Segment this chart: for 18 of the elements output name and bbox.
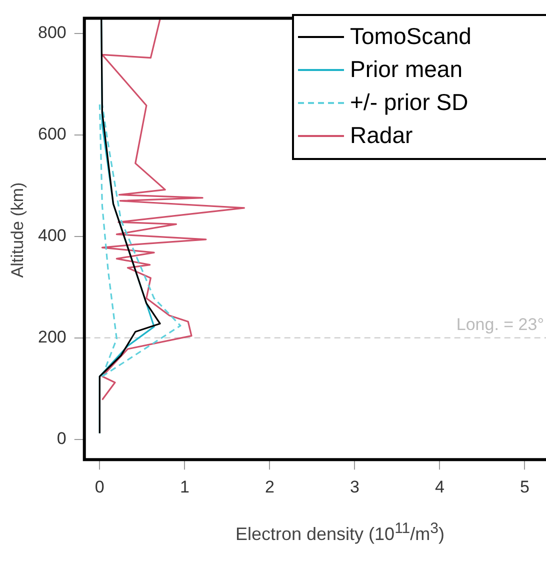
y-tick-label: 600: [38, 124, 66, 144]
y-tick-label: 200: [38, 328, 66, 347]
legend-label: +/- prior SD: [350, 89, 468, 116]
x-tick-label: 3: [350, 477, 360, 496]
y-tick-label: 0: [56, 428, 66, 448]
x-tick-label: 2: [264, 477, 274, 496]
x-tick-label: 0: [94, 477, 104, 496]
legend-label: Prior mean: [350, 56, 462, 83]
y-axis-title: Altitude (km): [8, 181, 28, 280]
y-tick-label: 800: [38, 23, 66, 42]
x-axis-title: Electron density (10$^{11}$/m$^{3}$): [234, 520, 446, 545]
legend-label: TomoScand: [350, 23, 472, 50]
y-tick-label: 400: [38, 226, 66, 246]
legend-label: Radar: [350, 122, 413, 149]
x-tick-label: 5: [520, 477, 530, 496]
x-tick-label: 1: [180, 477, 190, 496]
x-tick-label: 4: [434, 477, 444, 496]
annotation: Long. = 23°: [456, 314, 544, 334]
